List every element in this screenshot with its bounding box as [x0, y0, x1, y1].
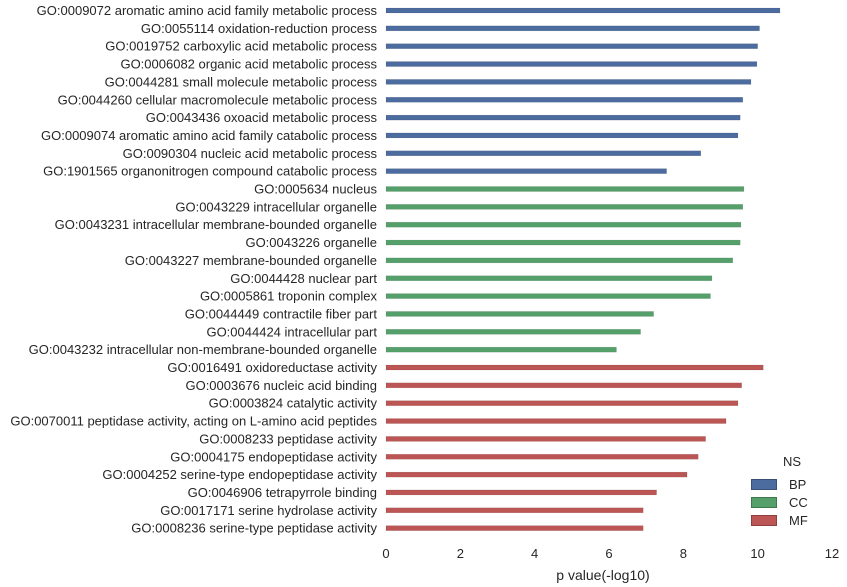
- y-tick-label-go-0003676: GO:0003676 nucleic acid binding: [185, 378, 377, 393]
- bar-go-0005861: [385, 293, 711, 299]
- x-tick-label-12: 12: [825, 546, 839, 561]
- y-tick-label-go-0044281: GO:0044281 small molecule metabolic proc…: [105, 74, 378, 89]
- bar-go-0044281: [385, 79, 752, 85]
- bar-go-0070011: [385, 418, 727, 424]
- legend: NS BP CC MF: [749, 454, 839, 529]
- bar-go-0009072: [385, 7, 781, 14]
- bar-go-0043227: [385, 257, 734, 264]
- bar-go-0004252: [385, 471, 688, 478]
- bar-go-0046906: [385, 489, 657, 496]
- y-tick-label-go-0017171: GO:0017171 serine hydrolase activity: [160, 503, 377, 518]
- bar-go-0017171: [385, 507, 644, 514]
- x-tick-label-2: 2: [457, 546, 464, 561]
- y-tick-label-go-0090304: GO:0090304 nucleic acid metabolic proces…: [123, 146, 378, 161]
- y-tick-label-go-0009072: GO:0009072 aromatic amino acid family me…: [37, 3, 378, 18]
- y-tick-label-go-0019752: GO:0019752 carboxylic acid metabolic pro…: [105, 39, 377, 54]
- bar-go-0043232: [385, 346, 617, 353]
- bar-go-0044260: [385, 97, 744, 103]
- x-axis-label: p value(-log10): [556, 567, 649, 583]
- bar-go-0043229: [385, 204, 744, 210]
- bar-go-0009074: [385, 132, 739, 139]
- y-tick-label-go-0043231: GO:0043231 intracellular membrane-bounde…: [55, 217, 377, 232]
- x-tick-label-0: 0: [382, 546, 389, 561]
- y-tick-label-go-0044424: GO:0044424 intracellular part: [206, 324, 377, 339]
- y-tick-label-go-0004175: GO:0004175 endopeptidase activity: [170, 449, 377, 464]
- y-tick-label-go-0043227: GO:0043227 membrane-bounded organelle: [125, 253, 377, 268]
- legend-label-cc: CC: [789, 494, 808, 510]
- legend-swatch-bp: [751, 478, 777, 490]
- y-tick-label-go-0044449: GO:0044449 contractile fiber part: [185, 306, 378, 321]
- x-tick-label-4: 4: [531, 546, 538, 561]
- bar-go-0006082: [385, 61, 758, 67]
- legend-item-cc: CC: [749, 493, 839, 511]
- y-tick-label-go-0008233: GO:0008233 peptidase activity: [199, 431, 377, 446]
- bar-go-0044428: [385, 275, 713, 281]
- y-tick-label-go-0006082: GO:0006082 organic acid metabolic proces…: [120, 57, 377, 72]
- bar-go-0044449: [385, 311, 654, 317]
- bar-go-0003824: [385, 400, 739, 406]
- bar-go-0019752: [385, 43, 758, 49]
- bar-go-0043231: [385, 221, 742, 228]
- y-tick-label-go-0044428: GO:0044428 nuclear part: [230, 271, 377, 286]
- y-tick-label-go-0043436: GO:0043436 oxoacid metabolic process: [146, 110, 378, 125]
- y-tick-label-go-0070011: GO:0070011 peptidase activity, acting on…: [10, 414, 377, 429]
- y-tick-label-go-0008236: GO:0008236 serine-type peptidase activit…: [131, 521, 377, 536]
- y-tick-label-go-0003824: GO:0003824 catalytic activity: [209, 396, 378, 411]
- bar-go-0044424: [385, 329, 641, 335]
- bar-go-0055114: [385, 25, 760, 32]
- y-tick-label-go-0005861: GO:0005861 troponin complex: [200, 289, 378, 304]
- y-tick-label-go-1901565: GO:1901565 organonitrogen compound catab…: [43, 164, 377, 179]
- y-tick-label-go-0055114: GO:0055114 oxidation-reduction process: [141, 21, 378, 36]
- legend-title: NS: [783, 454, 802, 469]
- y-tick-label-go-0005634: GO:0005634 nucleus: [254, 182, 377, 197]
- y-tick-label-go-0043226: GO:0043226 organelle: [245, 235, 377, 250]
- legend-label-bp: BP: [789, 476, 807, 492]
- bar-go-1901565: [385, 168, 667, 174]
- y-tick-label-go-0043232: GO:0043232 intracellular non-membrane-bo…: [29, 342, 377, 357]
- x-tick-label-10: 10: [750, 546, 764, 561]
- y-tick-label-go-0043229: GO:0043229 intracellular organelle: [175, 199, 377, 214]
- bar-go-0016491: [385, 364, 764, 371]
- bar-go-0003676: [385, 382, 742, 389]
- legend-item-bp: BP: [749, 475, 839, 493]
- bar-go-0043226: [385, 239, 741, 246]
- y-tick-label-go-0016491: GO:0016491 oxidoreductase activity: [167, 360, 377, 375]
- x-tick-label-8: 8: [680, 546, 687, 561]
- bar-go-0090304: [385, 150, 702, 157]
- bar-go-0043436: [385, 114, 741, 121]
- bar-go-0005634: [385, 186, 745, 192]
- y-tick-label-go-0009074: GO:0009074 aromatic amino acid family ca…: [41, 128, 377, 143]
- y-tick-label-go-0046906: GO:0046906 tetrapyrrole binding: [188, 485, 377, 500]
- bar-go-0008236: [385, 525, 644, 531]
- bar-go-0008233: [385, 436, 706, 442]
- legend-swatch-mf: [751, 514, 777, 526]
- legend-label-mf: MF: [789, 512, 808, 528]
- bar-go-0004175: [385, 454, 699, 460]
- legend-item-mf: MF: [749, 511, 839, 529]
- legend-swatch-cc: [751, 496, 777, 508]
- x-tick-label-6: 6: [605, 546, 612, 561]
- y-tick-label-go-0004252: GO:0004252 serine-type endopeptidase act…: [102, 467, 377, 482]
- y-tick-label-go-0044260: GO:0044260 cellular macromolecule metabo…: [58, 92, 378, 107]
